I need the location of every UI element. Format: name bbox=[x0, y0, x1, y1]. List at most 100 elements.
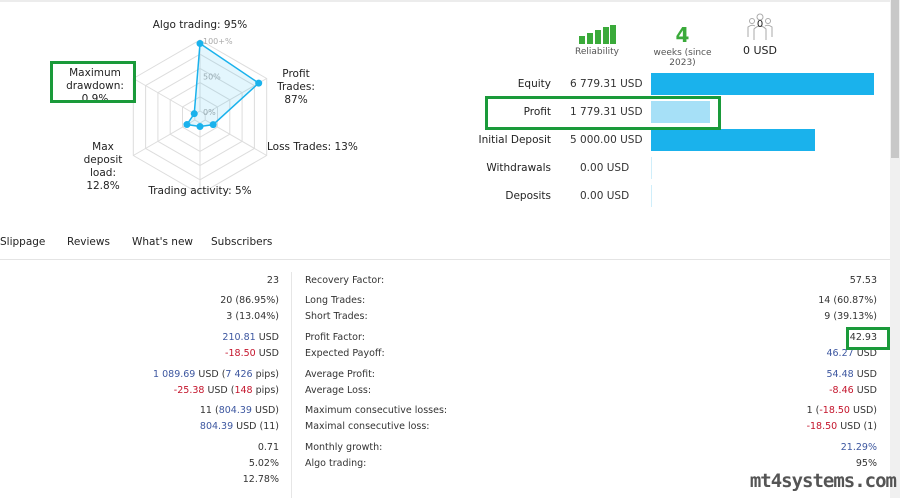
stat-right-value: 21.29% bbox=[841, 442, 877, 453]
value-part: USD) bbox=[251, 405, 279, 416]
value-part: 23 bbox=[266, 275, 279, 286]
value-part: USD (11) bbox=[233, 421, 279, 432]
value-part: pips) bbox=[252, 369, 279, 380]
stat-left-value: 3 (13.04%) bbox=[226, 311, 279, 322]
value-part: 12.78% bbox=[242, 474, 279, 485]
value-part: 148 bbox=[234, 385, 253, 396]
stat-right-value: 46.27 USD bbox=[826, 348, 877, 359]
value-part: USD (1) bbox=[837, 421, 877, 432]
stat-left-value: 210.81 USD bbox=[222, 332, 279, 343]
tab-subscribers[interactable]: Subscribers bbox=[211, 236, 273, 248]
stat-left-value: 11 (804.39 USD) bbox=[200, 405, 279, 416]
stat-label: Expected Payoff: bbox=[305, 348, 385, 359]
radar-point[interactable] bbox=[196, 123, 204, 131]
stat-left-value: 5.02% bbox=[249, 458, 279, 469]
radar-point[interactable] bbox=[209, 121, 217, 129]
radar-scale-label: 100+% bbox=[203, 37, 233, 46]
value-part: 42.93 bbox=[849, 332, 877, 343]
tab-divider bbox=[0, 259, 890, 260]
subscribers-funds: 0 USD bbox=[743, 44, 777, 57]
financial-label: Equity bbox=[517, 78, 551, 90]
weeks-label: weeks (since 2023) bbox=[653, 48, 712, 68]
radar-point[interactable] bbox=[190, 110, 198, 118]
stat-label: Short Trades: bbox=[305, 311, 368, 322]
stat-right-value: 95% bbox=[856, 458, 877, 469]
subscribers-indicator: 0 0 USD bbox=[735, 13, 785, 57]
radar-label-max-deposit-load: Max deposit load: 12.8% bbox=[83, 141, 123, 192]
radar-point[interactable] bbox=[196, 40, 204, 48]
stat-label: Algo trading: bbox=[305, 458, 367, 469]
stat-label: Profit Factor: bbox=[305, 332, 365, 343]
subscribers-count: 0 bbox=[756, 19, 764, 30]
financial-bar bbox=[651, 157, 652, 179]
value-part: -18.50 bbox=[225, 348, 256, 359]
stat-label: Monthly growth: bbox=[305, 442, 383, 453]
radar-label-profit-trades: Profit Trades: 87% bbox=[277, 68, 315, 106]
stat-label: Average Loss: bbox=[305, 385, 372, 396]
value-part: 210.81 bbox=[222, 332, 256, 343]
radar-point[interactable] bbox=[255, 79, 263, 87]
value-part: -18.50 bbox=[819, 405, 850, 416]
value-part: 46.27 bbox=[826, 348, 854, 359]
value-part: USD bbox=[255, 332, 279, 343]
value-part: 804.39 bbox=[218, 405, 252, 416]
stat-left-value: 12.78% bbox=[243, 474, 279, 485]
value-part: -25.38 bbox=[173, 385, 205, 396]
value-part: 1 ( bbox=[806, 405, 820, 416]
stat-label: Long Trades: bbox=[305, 295, 366, 306]
weeks-value: 4 bbox=[675, 23, 690, 47]
stat-right-value: 42.93 bbox=[850, 332, 877, 343]
stat-right-value: 54.48 USD bbox=[826, 369, 877, 380]
financial-bar bbox=[651, 129, 816, 151]
tab-whats-new[interactable]: What's new bbox=[132, 236, 193, 248]
value-part: 21.29% bbox=[840, 442, 877, 453]
radar-scale-label: 50% bbox=[203, 73, 221, 82]
stat-right-value: 1 (-18.50 USD) bbox=[807, 405, 877, 416]
stat-label: Maximal consecutive loss: bbox=[305, 421, 430, 432]
stat-left-value: -25.38 USD (148 pips) bbox=[174, 385, 279, 396]
stat-right-value: 14 (60.87%) bbox=[818, 295, 877, 306]
highlight-max-drawdown bbox=[50, 61, 136, 103]
stat-label: Average Profit: bbox=[305, 369, 376, 380]
reliability-bars-icon bbox=[578, 25, 616, 44]
financial-value: 0.00 USD bbox=[580, 162, 630, 174]
financial-label: Profit bbox=[523, 106, 551, 118]
value-part: USD bbox=[255, 348, 279, 359]
financial-label: Withdrawals bbox=[486, 162, 551, 174]
highlight-profit-factor bbox=[846, 327, 890, 350]
radar-label-trading-activity: Trading activity: 5% bbox=[148, 185, 252, 197]
tab-reviews[interactable]: Reviews bbox=[67, 236, 110, 248]
financial-label: Initial Deposit bbox=[478, 134, 551, 146]
stat-right-value: -18.50 USD (1) bbox=[807, 421, 877, 432]
radar-spoke bbox=[133, 78, 196, 115]
financial-label: Deposits bbox=[505, 190, 551, 202]
financial-bar bbox=[651, 101, 710, 123]
radar-scale-label: 0% bbox=[203, 108, 216, 117]
value-part: 3 (13.04%) bbox=[226, 311, 279, 322]
financial-bar bbox=[651, 185, 652, 207]
value-part: USD bbox=[853, 348, 877, 359]
value-part: 54.48 bbox=[826, 369, 854, 380]
stat-left-value: -18.50 USD bbox=[225, 348, 279, 359]
stat-right-value: 9 (39.13%) bbox=[824, 311, 877, 322]
value-part: 11 ( bbox=[199, 405, 219, 416]
top-border bbox=[0, 0, 890, 2]
scrollbar[interactable] bbox=[890, 0, 900, 498]
value-part: 0.71 bbox=[257, 442, 279, 453]
financial-value: 6 779.31 USD bbox=[570, 78, 643, 90]
scrollbar-thumb[interactable] bbox=[891, 0, 899, 158]
radar-point[interactable] bbox=[183, 121, 191, 129]
reliability-indicator: Reliability bbox=[572, 25, 622, 57]
stat-label: Recovery Factor: bbox=[305, 275, 385, 286]
stat-left-value: 1 089.69 USD (7 426 pips) bbox=[153, 369, 279, 380]
financial-value: 5 000.00 USD bbox=[570, 134, 643, 146]
tab-slippage[interactable]: Slippage bbox=[0, 236, 46, 248]
reliability-label: Reliability bbox=[575, 47, 619, 57]
financial-bar bbox=[651, 73, 874, 95]
stat-left-value: 0.71 bbox=[258, 442, 279, 453]
value-part: USD bbox=[853, 385, 877, 396]
value-part: 9 (39.13%) bbox=[824, 311, 877, 322]
watermark-logo: mt4systems.com bbox=[749, 470, 897, 492]
financial-value: 0.00 USD bbox=[580, 190, 630, 202]
value-part: -8.46 bbox=[829, 385, 854, 396]
